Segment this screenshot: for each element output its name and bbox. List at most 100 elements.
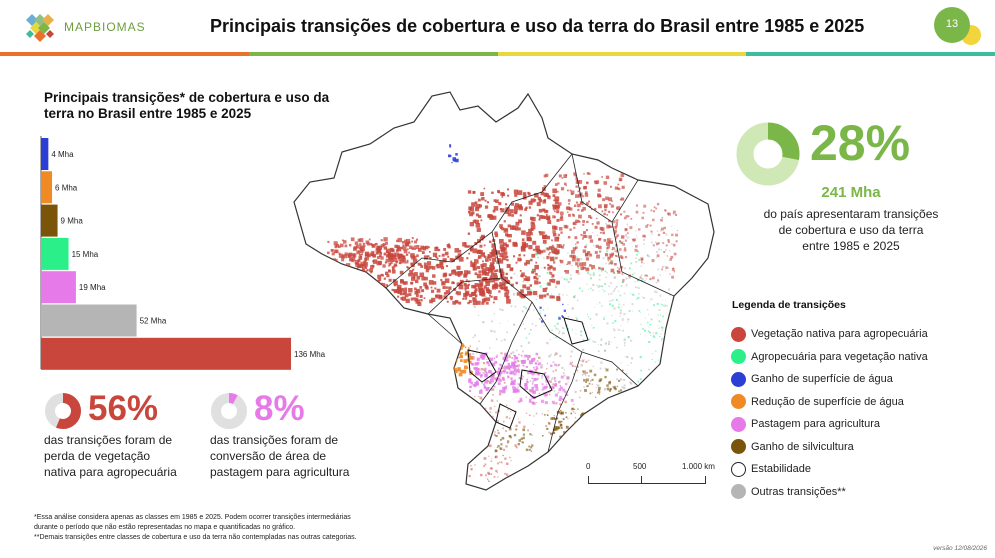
map-patch (434, 246, 439, 252)
map-patch (482, 252, 485, 255)
map-patch (500, 226, 503, 230)
map-patch (661, 320, 663, 322)
map-patch (562, 303, 564, 306)
map-patch (570, 412, 573, 415)
map-patch (653, 285, 655, 286)
map-patch (620, 173, 625, 177)
map-patch (546, 235, 551, 240)
map-patch (582, 249, 587, 253)
map-patch (580, 266, 585, 271)
map-patch (535, 365, 538, 368)
map-patch (610, 237, 613, 240)
map-patch (495, 285, 499, 289)
map-patch (470, 469, 472, 471)
map-patch (508, 239, 512, 243)
map-patch (656, 202, 660, 206)
map-patch (465, 290, 470, 295)
map-patch (537, 363, 539, 365)
map-patch (529, 328, 532, 331)
legend-label: Redução de superfície de água (751, 395, 904, 408)
map-patch (668, 259, 671, 262)
map-patch (562, 388, 566, 392)
map-patch (607, 256, 611, 260)
map-patch (359, 243, 362, 246)
map-patch (569, 277, 573, 280)
map-patch (538, 281, 541, 284)
map-patch (631, 303, 634, 306)
map-patch (620, 309, 623, 312)
map-patch (580, 423, 584, 426)
map-patch (481, 415, 484, 417)
map-patch (616, 248, 617, 249)
map-patch (554, 393, 558, 397)
map-patch (393, 263, 397, 267)
map-patch (467, 190, 472, 194)
map-patch (411, 276, 416, 281)
map-patch (574, 365, 576, 368)
map-patch (545, 173, 549, 177)
map-patch (608, 210, 611, 213)
map-patch (532, 390, 536, 393)
map-patch (456, 282, 461, 287)
map-patch (440, 261, 443, 264)
map-patch (574, 236, 578, 240)
map-patch (483, 297, 487, 302)
map-patch (393, 257, 398, 262)
map-patch (644, 279, 646, 282)
map-patch (516, 292, 521, 296)
map-patch (617, 328, 620, 331)
map-patch (672, 331, 674, 333)
map-patch (572, 214, 575, 217)
map-patch (666, 305, 668, 307)
map-patch (539, 310, 542, 312)
map-patch (546, 341, 549, 345)
map-patch (477, 198, 481, 202)
map-patch (327, 240, 330, 243)
map-patch (661, 340, 663, 342)
map-patch (513, 272, 516, 275)
map-patch (499, 208, 502, 211)
map-patch (486, 419, 489, 423)
map-patch (604, 270, 607, 273)
map-patch (578, 287, 581, 290)
map-patch (515, 221, 520, 226)
map-patch (605, 368, 609, 372)
map-patch (518, 421, 521, 424)
map-patch (484, 463, 487, 466)
map-patch (598, 290, 600, 292)
map-patch (671, 225, 673, 227)
map-patch (645, 278, 647, 280)
map-patch (436, 257, 439, 260)
map-patch (503, 369, 506, 373)
map-patch (405, 238, 411, 243)
map-patch (519, 214, 522, 217)
map-patch (448, 155, 451, 157)
map-patch (498, 370, 501, 374)
map-patch (616, 255, 618, 257)
map-patch (577, 208, 580, 211)
map-patch (503, 381, 506, 384)
map-patch (438, 295, 443, 300)
map-patch (648, 326, 650, 328)
map-patch (482, 321, 485, 324)
map-patch (496, 370, 499, 373)
map-patch (631, 273, 634, 276)
map-patch (582, 207, 586, 211)
map-patch (526, 286, 530, 291)
map-patch (403, 290, 407, 294)
map-patch (380, 244, 385, 248)
map-patch (401, 240, 405, 244)
map-patch (468, 474, 471, 478)
map-patch (620, 325, 622, 327)
map-patch (424, 245, 429, 250)
map-patch (603, 181, 608, 185)
map-patch (518, 219, 523, 224)
map-patch (538, 198, 543, 203)
map-patch (608, 263, 610, 265)
map-patch (331, 252, 335, 256)
map-patch (550, 276, 552, 279)
map-patch (648, 314, 650, 316)
map-patch (472, 265, 475, 269)
map-patch (365, 240, 370, 245)
map-patch (517, 364, 521, 367)
